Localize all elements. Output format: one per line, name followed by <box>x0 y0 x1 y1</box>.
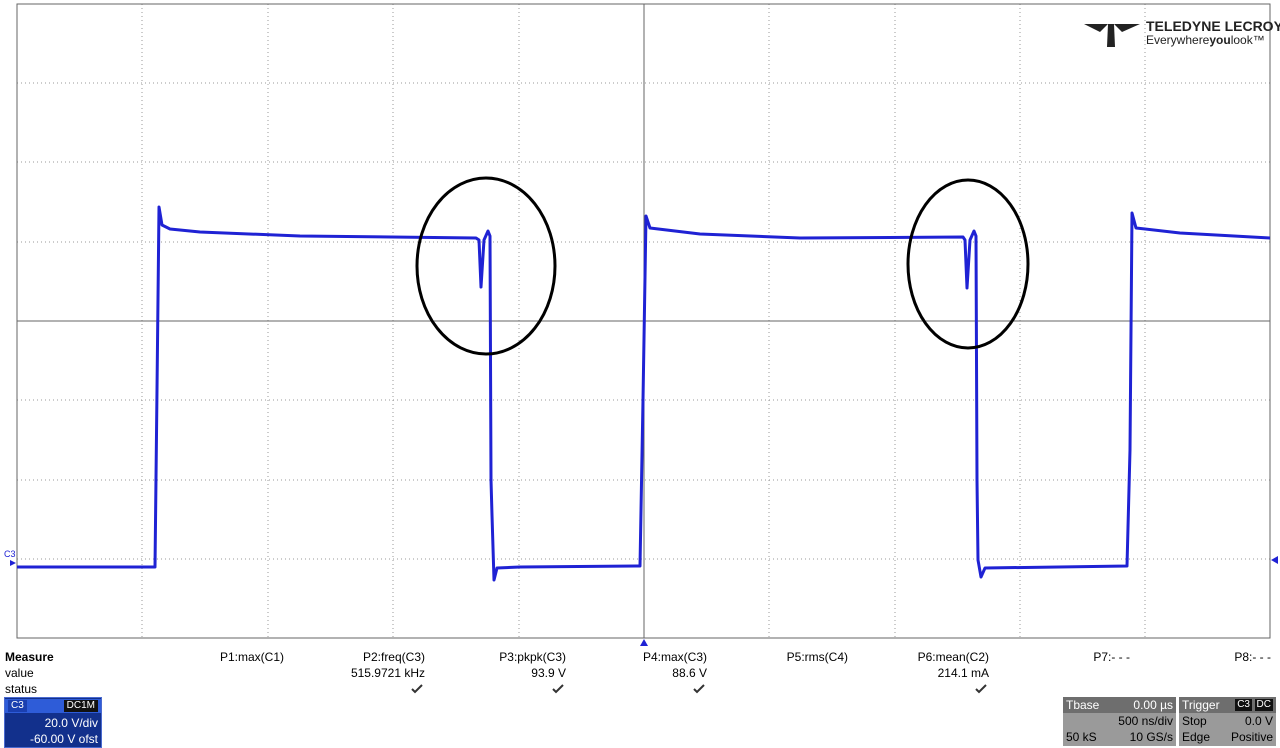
trigger-coupling: DC <box>1254 699 1273 711</box>
timebase-delay: 0.00 µs <box>1133 698 1173 712</box>
logo-tagline: Everywhereyoulook™ <box>1146 33 1265 47</box>
timebase-title: Tbase <box>1066 698 1100 712</box>
waveform-trace <box>17 205 1271 582</box>
param-name: P1:max(C1) <box>219 650 284 664</box>
logo-brand: TELEDYNE LECROY <box>1146 18 1280 34</box>
trigger-source: C3 <box>1235 699 1252 711</box>
status-check <box>693 684 705 694</box>
param-name: P8:- - - <box>1234 650 1271 664</box>
channel-coupling: DC1M <box>63 700 98 712</box>
row-label: value <box>5 666 34 680</box>
annotation-circle <box>415 176 557 356</box>
channel-offset: -60.00 V ofst <box>29 732 98 746</box>
param-name: P2:freq(C3) <box>362 650 425 664</box>
param-value: 93.9 V <box>531 666 566 680</box>
trigger-title: Trigger <box>1182 698 1220 712</box>
param-name: P3:pkpk(C3) <box>499 650 566 664</box>
param-name: P5:rms(C4) <box>786 650 848 664</box>
param-value: 214.1 mA <box>937 666 989 680</box>
timebase-samples: 50 kS <box>1066 730 1097 744</box>
annotation-circle <box>906 178 1030 350</box>
trigger-mode: Stop <box>1182 714 1207 728</box>
param-value: 515.9721 kHz <box>350 666 425 680</box>
timebase-box[interactable]: Tbase 0.00 µs 500 ns/div 50 kS 10 GS/s <box>1063 697 1176 746</box>
channel-name: C3 <box>8 700 27 712</box>
tagline-part: you <box>1209 33 1230 47</box>
trigger-type: Edge <box>1182 730 1211 744</box>
param-value: 88.6 V <box>672 666 707 680</box>
trace-label: C3 <box>4 549 16 559</box>
trigger-slope: Positive <box>1230 730 1273 744</box>
measure-title: Measure <box>5 650 54 664</box>
scope-display: C3 TELEDYNE LECROY Everywhereyoulook™ <box>4 3 1280 646</box>
trigger-level-marker <box>1271 556 1278 564</box>
param-name: P6:mean(C2) <box>917 650 989 664</box>
channel-scale: 20.0 V/div <box>44 716 98 730</box>
status-check <box>411 684 423 694</box>
channel-box[interactable]: C3 DC1M 20.0 V/div -60.00 V ofst <box>4 697 102 748</box>
timebase-rate: 10 GS/s <box>1129 730 1173 744</box>
trace-offset-marker <box>10 560 16 566</box>
status-check <box>975 684 987 694</box>
param-name: P4:max(C3) <box>642 650 707 664</box>
status-check <box>552 684 564 694</box>
logo-icon <box>1084 24 1140 47</box>
trigger-box[interactable]: Trigger C3 DC Stop 0.0 V Edge Positive <box>1179 697 1276 746</box>
row-label: status <box>5 682 38 696</box>
trigger-position-marker <box>640 639 648 646</box>
trigger-level: 0.0 V <box>1244 714 1273 728</box>
tagline-part: Everywhere <box>1146 33 1210 47</box>
tagline-part: look™ <box>1231 33 1265 47</box>
timebase-scale: 500 ns/div <box>1118 714 1173 728</box>
param-name: P7:- - - <box>1093 650 1130 664</box>
